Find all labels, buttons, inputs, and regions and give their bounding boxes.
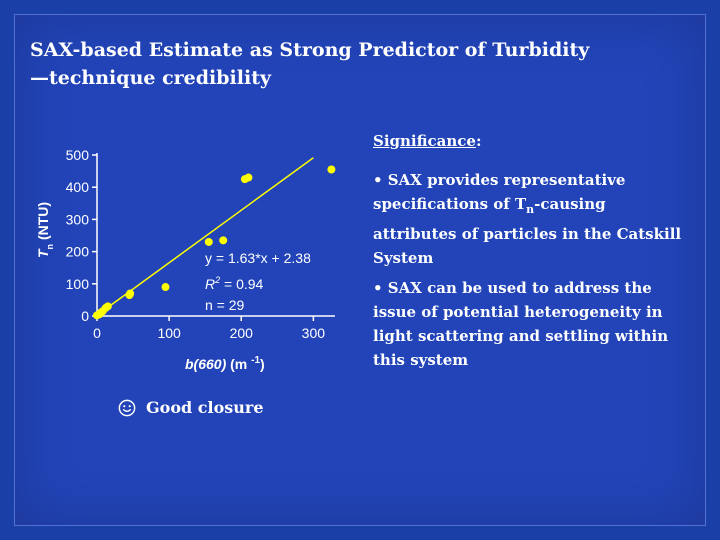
equation-annotation: y = 1.63*x + 2.38	[205, 250, 311, 266]
data-point	[219, 236, 228, 245]
fit-line	[96, 157, 314, 316]
data-point	[161, 283, 170, 292]
data-point	[204, 237, 213, 246]
bullet-1-subscript: n	[526, 203, 535, 216]
y-tick-label: 100	[66, 276, 90, 292]
x-axis-label: b(660) (m -1)	[185, 355, 265, 372]
y-axis-label: Tn (NTU)	[35, 202, 55, 258]
data-points	[93, 165, 336, 320]
significance-label: Significance	[373, 132, 476, 150]
y-tick-label: 500	[66, 147, 90, 163]
chart-labels: y = 1.63*x + 2.38 R2 = 0.94 n = 29 b(660) (…	[35, 202, 311, 372]
r2-annotation: R2 = 0.94	[205, 275, 264, 292]
slide-title: SAX-based Estimate as Strong Predictor o…	[30, 36, 700, 92]
n-annotation: n = 29	[205, 297, 245, 313]
x-tick-label: 300	[302, 325, 326, 341]
data-point	[126, 289, 135, 298]
title-line-2: —technique credibility	[30, 67, 272, 89]
bullet-1: • SAX provides representative specificat…	[373, 168, 693, 270]
closure-note: Good closure	[118, 398, 264, 417]
y-tick-label: 0	[81, 308, 89, 324]
significance-colon: :	[475, 132, 482, 150]
bullet-1-suffix: -causing attributes of particles in the …	[373, 195, 682, 267]
closure-label: Good closure	[146, 398, 264, 417]
smiley-icon	[118, 399, 136, 416]
x-tick-label: 100	[157, 325, 181, 341]
x-tick-label: 0	[93, 325, 101, 341]
bullet-2: • SAX can be used to address the issue o…	[373, 279, 669, 369]
y-tick-label: 400	[66, 179, 90, 195]
data-point	[327, 165, 336, 174]
slide-frame	[14, 14, 706, 526]
chart-axes: 0 100 200 300 400 500 0 100 200 300	[66, 147, 335, 341]
title-line-1: SAX-based Estimate as Strong Predictor o…	[30, 39, 590, 61]
y-tick-label: 300	[66, 211, 90, 227]
x-tick-label: 200	[230, 325, 254, 341]
significance-heading: Significance:	[373, 132, 482, 150]
bullet-1-prefix: • SAX provides representative specificat…	[373, 171, 626, 213]
y-tick-label: 200	[66, 244, 90, 260]
data-point	[103, 302, 112, 311]
data-point	[244, 173, 253, 182]
fit-line-group	[96, 157, 314, 316]
